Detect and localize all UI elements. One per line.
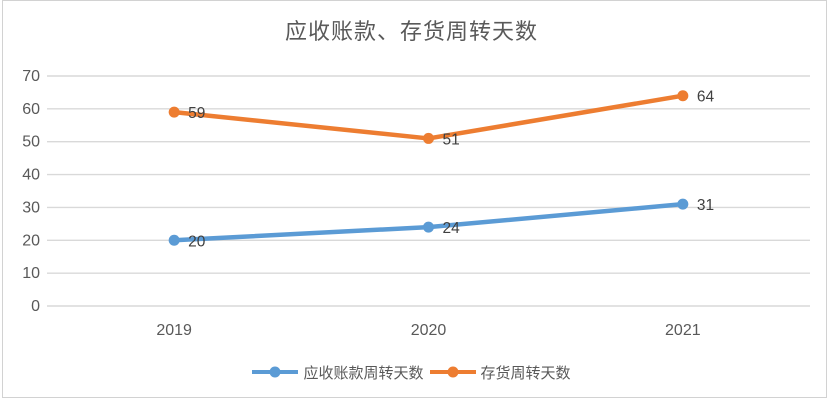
data-point-marker	[677, 198, 689, 210]
data-point-label: 31	[697, 197, 714, 214]
data-point-marker	[423, 221, 434, 233]
data-point-label: 20	[188, 233, 206, 250]
x-axis-tick-label: 2020	[411, 322, 447, 339]
chart-title: 应收账款、存货周转天数	[284, 19, 538, 44]
y-axis-tick-label: 70	[22, 68, 40, 85]
data-point-marker	[677, 90, 689, 102]
data-point-label: 24	[443, 220, 461, 237]
legend-item-0: 应收账款周转天数	[252, 362, 424, 383]
legend-marker-dot	[447, 366, 458, 378]
y-axis-tick-label: 30	[22, 199, 40, 216]
data-point-label: 51	[443, 131, 460, 148]
y-axis-tick-label: 60	[22, 101, 40, 118]
legend-marker-dot	[269, 366, 281, 378]
legend-line-marker-swatch	[252, 366, 299, 378]
legend-line-marker-swatch	[429, 366, 476, 378]
data-point-label: 59	[188, 105, 205, 122]
x-axis-tick-label: 2021	[665, 322, 701, 339]
y-axis-tick-label: 0	[31, 298, 40, 315]
legend-item-1: 存货周转天数	[429, 362, 571, 383]
x-axis-tick-label: 2019	[156, 322, 192, 339]
legend-label: 存货周转天数	[480, 364, 571, 382]
y-axis-tick-label: 20	[22, 232, 40, 249]
data-point-marker	[423, 132, 434, 144]
series-line-1	[171, 93, 686, 141]
legend: 应收账款周转天数 存货周转天数	[0, 359, 823, 385]
legend-label: 应收账款周转天数	[303, 364, 424, 382]
y-axis-tick-label: 40	[22, 167, 40, 184]
y-axis-tick-label: 10	[22, 265, 40, 282]
data-point-marker	[168, 106, 180, 118]
data-point-marker	[168, 234, 180, 246]
y-axis-tick-label: 50	[22, 134, 40, 151]
data-point-label: 64	[697, 89, 715, 106]
